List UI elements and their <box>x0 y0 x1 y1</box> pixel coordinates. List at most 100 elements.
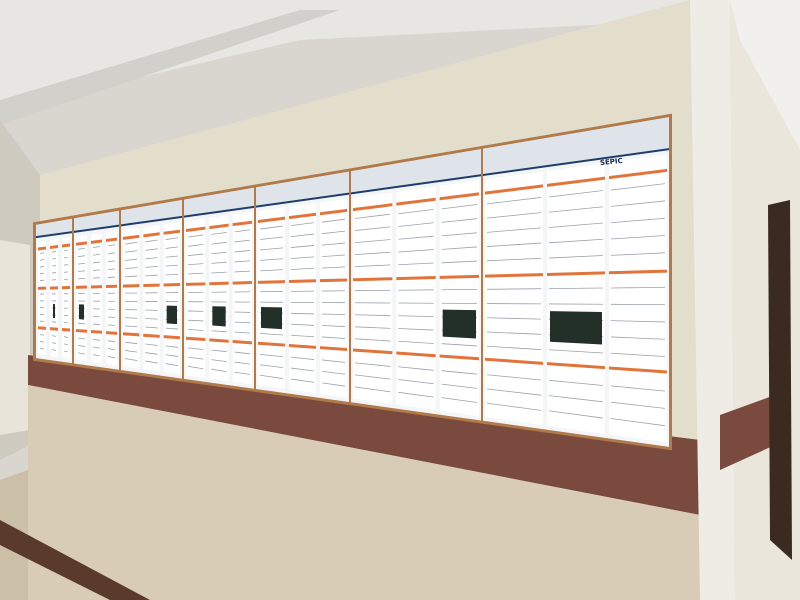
text-line <box>78 262 85 265</box>
section-heading-bar <box>186 226 206 232</box>
text-line <box>145 343 158 346</box>
text-line <box>549 222 603 228</box>
section-heading-bar <box>209 338 229 343</box>
text-line <box>211 231 227 235</box>
text-line <box>188 365 204 370</box>
text-line <box>52 321 56 323</box>
text-line <box>52 265 56 267</box>
section-heading-bar <box>258 216 285 223</box>
section-heading-bar <box>163 229 180 235</box>
text-line <box>108 252 115 255</box>
poster-column <box>76 235 87 362</box>
text-line <box>441 288 477 291</box>
text-line <box>108 316 115 318</box>
section-heading-bar <box>50 286 58 290</box>
text-line <box>487 288 541 290</box>
text-line <box>52 349 56 351</box>
text-line <box>64 271 68 273</box>
section-heading-bar <box>209 223 229 230</box>
text-line <box>78 352 85 355</box>
text-line <box>322 290 345 292</box>
poster-column <box>232 212 252 385</box>
text-line <box>188 253 204 256</box>
text-line <box>355 213 391 219</box>
poster-header-bar <box>256 192 349 208</box>
text-line <box>549 206 603 213</box>
text-line <box>108 292 115 294</box>
text-line <box>291 256 314 259</box>
section-heading-bar <box>106 331 117 335</box>
section-heading-bar <box>289 212 316 220</box>
text-line <box>40 334 44 336</box>
text-line <box>487 388 541 396</box>
text-line <box>188 272 204 275</box>
text-line <box>188 356 204 360</box>
text-line <box>355 338 391 342</box>
text-line <box>487 345 541 350</box>
text-line <box>441 260 477 264</box>
text-line <box>260 301 283 303</box>
text-line <box>549 238 603 244</box>
text-line <box>322 302 345 304</box>
text-line <box>64 322 68 324</box>
section-heading-bar <box>289 343 316 349</box>
text-line <box>52 300 56 302</box>
text-line <box>234 270 250 273</box>
section-heading-bar <box>106 284 117 289</box>
text-line <box>234 361 250 365</box>
text-line <box>355 302 391 304</box>
text-line <box>260 236 283 240</box>
text-line <box>322 359 345 363</box>
text-line <box>108 260 115 263</box>
text-line <box>125 358 138 361</box>
text-line <box>291 356 314 360</box>
section-heading-bar <box>232 339 252 345</box>
section-heading-bar <box>62 327 70 332</box>
text-line <box>125 250 138 253</box>
poster-figure <box>166 305 177 325</box>
text-line <box>93 300 100 302</box>
text-line <box>211 330 227 333</box>
text-line <box>549 410 603 419</box>
text-line <box>188 234 204 238</box>
poster-column <box>186 218 206 378</box>
text-line <box>40 272 44 275</box>
section-heading-bar <box>186 336 206 342</box>
text-line <box>611 401 665 409</box>
text-line <box>211 301 227 303</box>
text-line <box>611 303 665 306</box>
text-line <box>64 300 68 302</box>
text-line <box>398 315 434 318</box>
text-line <box>441 232 477 237</box>
text-line <box>611 418 665 427</box>
text-line <box>125 275 138 278</box>
text-line <box>441 370 477 375</box>
text-line <box>549 287 603 290</box>
text-line <box>549 379 603 386</box>
text-line <box>549 190 603 198</box>
text-line <box>40 340 44 343</box>
text-line <box>93 346 100 349</box>
text-line <box>611 183 665 191</box>
section-heading-bar <box>547 176 605 187</box>
poster-figure <box>442 309 476 339</box>
text-line <box>398 302 434 304</box>
section-heading-bar <box>123 332 140 337</box>
text-line <box>322 242 345 246</box>
text-line <box>125 309 138 311</box>
text-line <box>108 340 115 343</box>
text-line <box>52 342 56 344</box>
text-line <box>165 264 178 267</box>
text-line <box>93 338 100 341</box>
text-line <box>108 308 115 310</box>
text-line <box>260 291 283 293</box>
text-line <box>291 334 314 338</box>
text-line <box>40 266 44 268</box>
text-line <box>355 264 391 268</box>
text-line <box>291 222 314 227</box>
section-heading-bar <box>439 354 479 361</box>
text-line <box>108 268 115 271</box>
ceiling-beam <box>0 10 340 125</box>
text-line <box>108 300 115 302</box>
text-line <box>211 359 227 363</box>
